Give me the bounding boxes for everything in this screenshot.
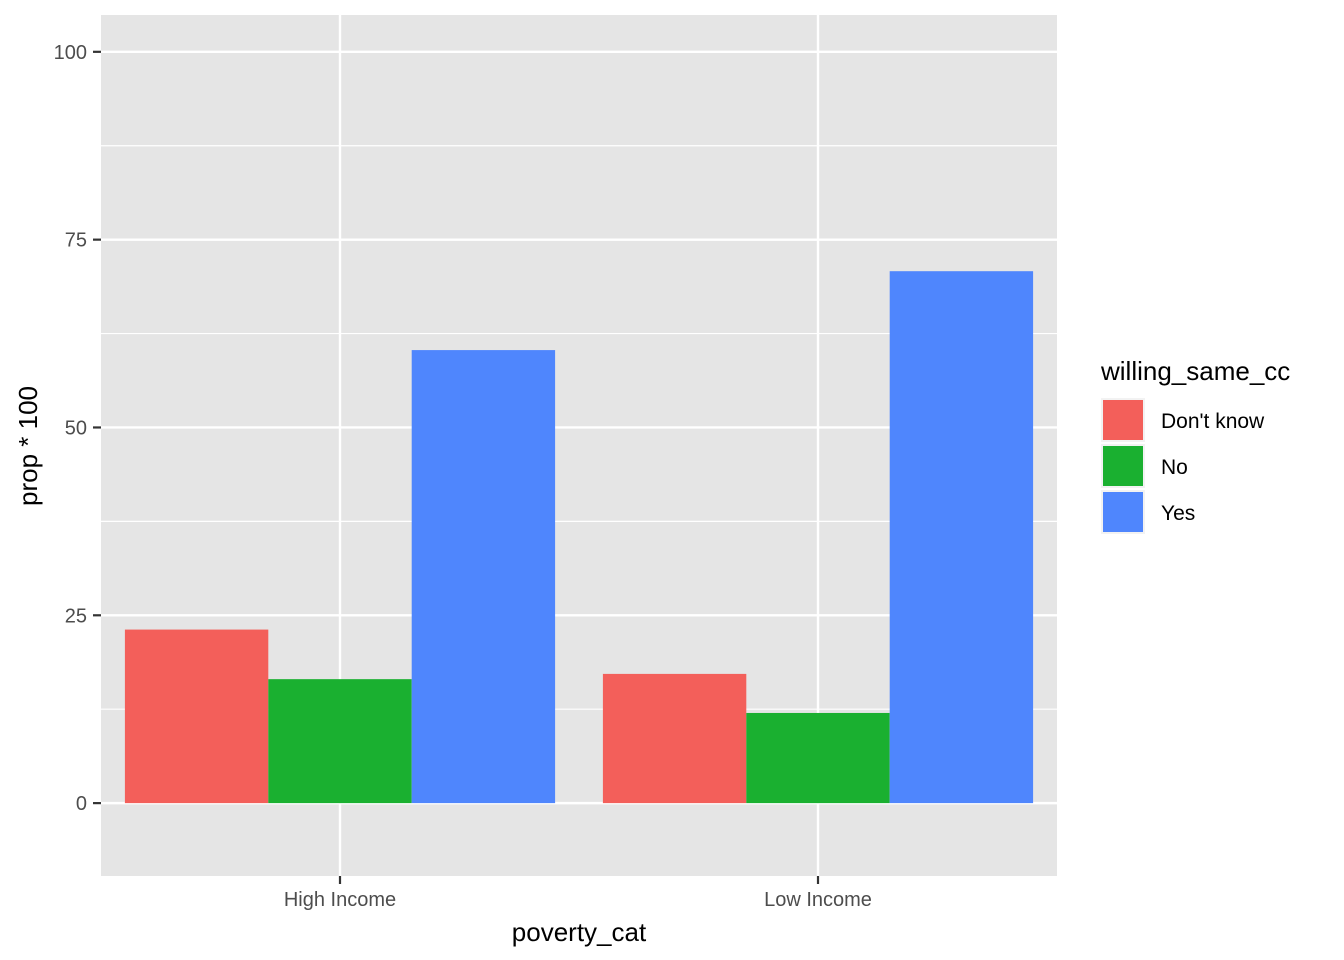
y-tick-label: 0 [76,793,87,815]
legend-key [1103,400,1143,440]
bar [746,712,890,804]
bar [602,673,747,804]
legend-label: No [1161,456,1188,479]
bar [268,679,412,804]
x-tick-label: High Income [284,889,396,911]
legend-key [1103,492,1143,532]
x-tick-label: Low Income [764,889,872,911]
bar [889,271,1034,804]
y-tick-label: 25 [65,605,87,627]
y-tick-label: 50 [65,417,87,439]
legend-key [1103,446,1143,486]
x-axis-title: poverty_cat [512,917,647,947]
x-axis: High Income Low Income [284,876,872,911]
legend-label: Yes [1161,502,1195,525]
legend-title: willing_same_cc [1100,356,1290,386]
bar [411,350,556,804]
y-axis-title: prop * 100 [13,386,43,506]
bar [124,629,269,804]
legend-label: Don't know [1161,410,1265,433]
y-tick-label: 75 [65,230,87,252]
bars [124,271,1034,804]
y-tick-label: 100 [54,42,87,64]
y-axis: 0 25 50 75 100 [54,42,101,815]
legend: willing_same_cc Don't know No Yes [1100,356,1290,534]
